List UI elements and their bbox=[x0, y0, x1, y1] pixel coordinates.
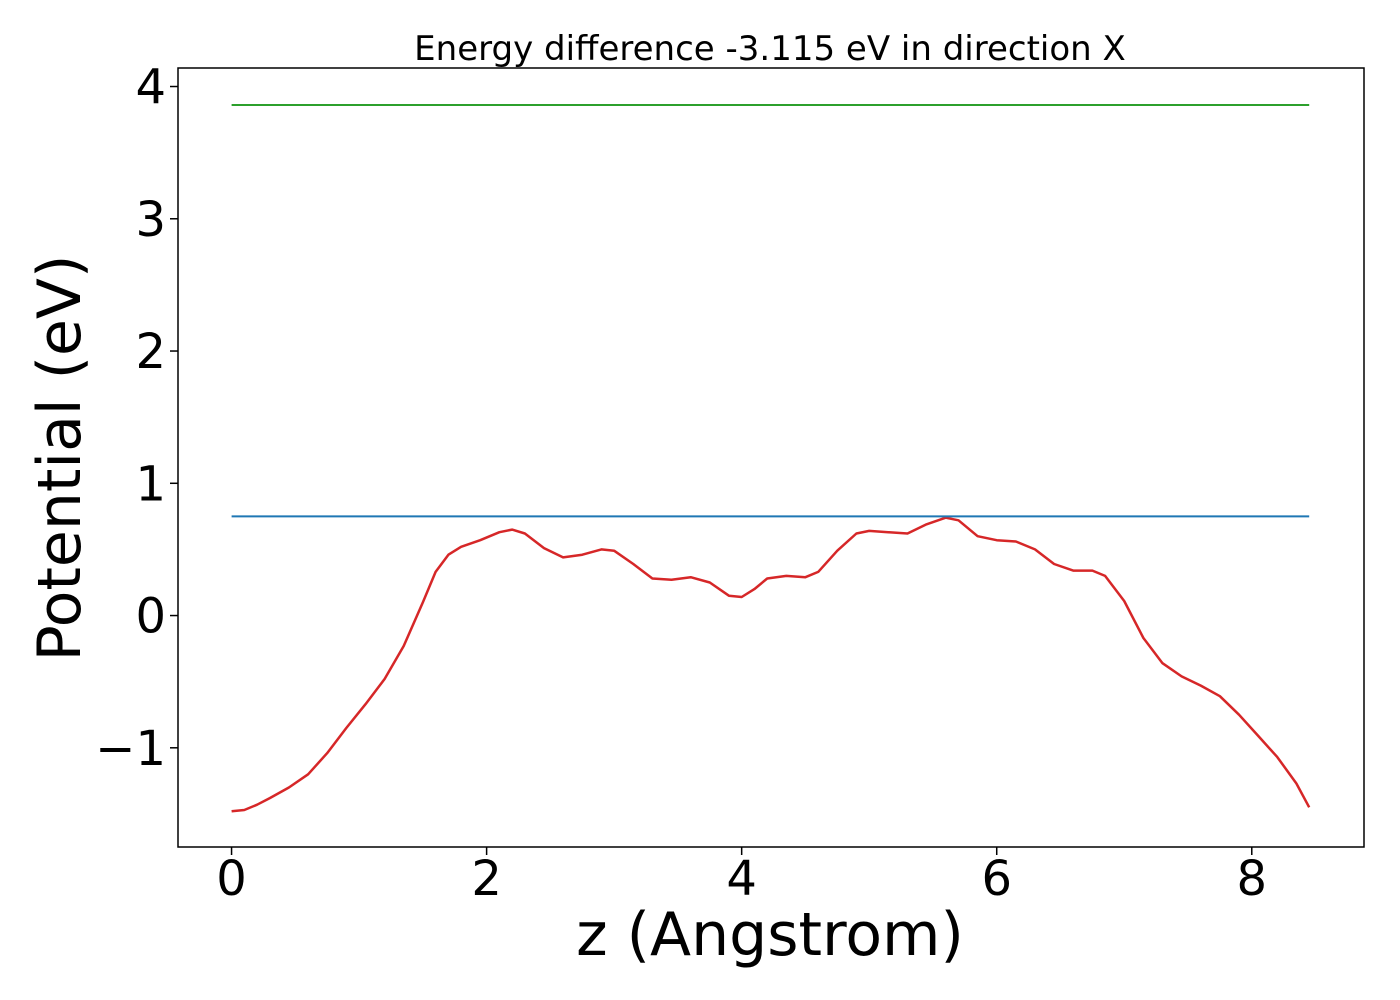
x-tick-label: 2 bbox=[471, 851, 502, 907]
x-axis-ticks: 0 2 4 6 8 bbox=[216, 847, 1267, 907]
x-axis-label: z (Angstrom) bbox=[576, 900, 964, 970]
x-tick-label: 8 bbox=[1237, 851, 1268, 907]
series-layer bbox=[231, 104, 1311, 813]
y-tick-label: −1 bbox=[95, 721, 166, 777]
chart-title: Energy difference -3.115 eV in direction… bbox=[414, 29, 1126, 69]
y-tick-label: 1 bbox=[135, 456, 166, 512]
x-tick-label: 4 bbox=[726, 851, 757, 907]
plot-area-frame bbox=[177, 67, 1365, 848]
y-tick-label: 4 bbox=[135, 60, 166, 116]
y-axis-label: Potential (eV) bbox=[25, 255, 95, 662]
series-line-0 bbox=[231, 516, 1311, 813]
y-axis-ticks: −1 0 1 2 3 4 bbox=[95, 60, 178, 777]
y-tick-label: 0 bbox=[135, 589, 166, 645]
x-tick-label: 6 bbox=[981, 851, 1012, 907]
y-tick-label: 3 bbox=[135, 192, 166, 248]
x-tick-label: 0 bbox=[216, 851, 247, 907]
y-tick-label: 2 bbox=[135, 324, 166, 380]
